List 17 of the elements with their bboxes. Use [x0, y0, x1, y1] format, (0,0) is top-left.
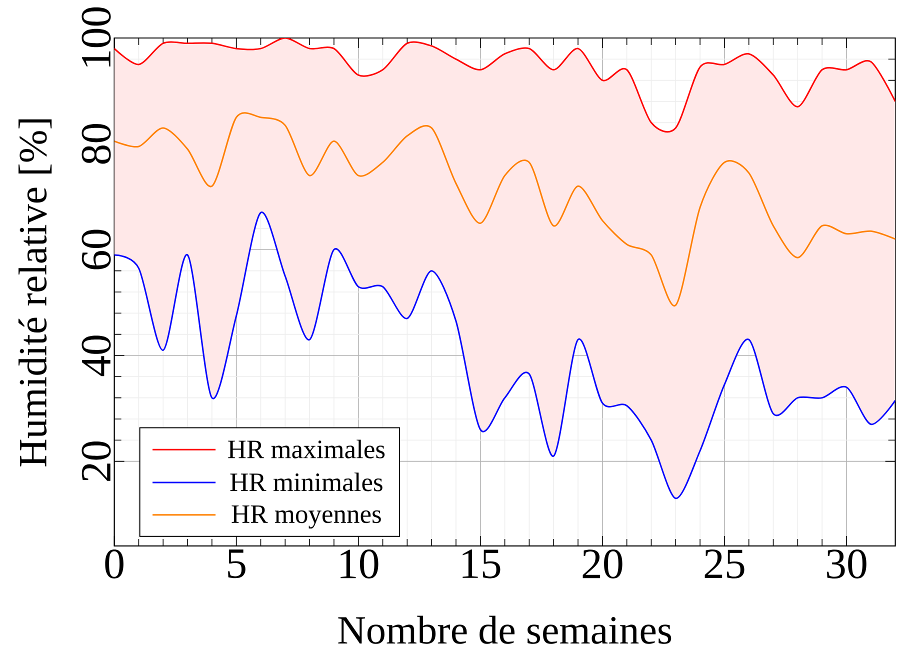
legend-label: HR moyennes [232, 505, 381, 529]
x-tick-label: 10 [340, 550, 378, 579]
x-tick-label: 30 [827, 550, 866, 579]
x-tick-label: 0 [105, 550, 124, 579]
legend-label: HR maximales [228, 440, 385, 458]
y-tick-label: 80 [82, 124, 111, 164]
y-axis-title: Humidité relative [%] [18, 119, 52, 466]
y-tick-label: 40 [82, 336, 111, 376]
y-tick-label: 100 [82, 7, 111, 66]
x-tick-label: 25 [704, 550, 744, 578]
legend-label: HR minimales [230, 472, 382, 492]
x-tick-label: 15 [462, 550, 500, 578]
x-axis-title: Nombre de semaines [338, 616, 672, 644]
y-tick-label: 20 [82, 441, 111, 481]
x-tick-label: 20 [582, 550, 622, 579]
y-tick-label: 60 [82, 230, 111, 270]
x-tick-label: 5 [228, 550, 246, 578]
